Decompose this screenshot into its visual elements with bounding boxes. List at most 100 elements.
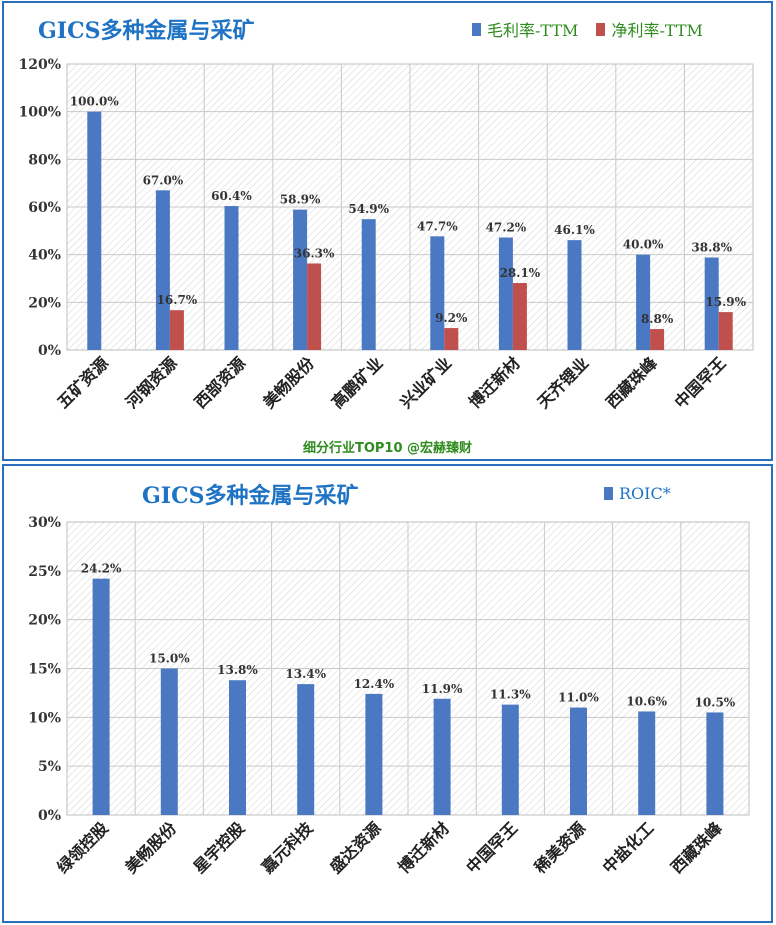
legend-label: ROIC* [619,484,671,503]
data-label: 11.9% [422,682,463,696]
bar [229,680,246,815]
bar [650,329,665,350]
y-tick-label: 30% [28,515,61,531]
y-tick-label: 5% [38,759,61,775]
chart-legend: 毛利率-TTM 净利率-TTM [472,17,721,41]
data-label: 100.0% [70,95,120,109]
data-label: 11.3% [490,688,531,702]
bar [307,263,322,350]
x-tick-label: 稀美资源 [531,818,590,877]
x-tick-label: 河钢资源 [122,353,181,412]
bar [224,206,239,350]
data-label: 11.0% [558,691,599,705]
data-label: 54.9% [348,202,389,216]
bar [365,693,383,815]
bar [430,236,445,350]
margin-bar-chart: 0% 20% 40% 60% 80% 100% 120% 100.0% 67.0% 60.4% 58… [18,57,754,412]
data-label: 9.2% [435,311,468,325]
data-label: 47.2% [486,221,527,235]
x-tick-label: 星宇控股 [190,818,249,877]
roic-panel: GICS多种金属与采矿 ROIC* 0% 5% 10% 15% 20% 25% 30% 24.… [2,464,773,923]
bar [567,240,582,350]
x-tick-label: 西部资源 [191,353,250,412]
legend-swatch-red [596,22,606,36]
y-tick-label: 100% [18,105,61,121]
data-label: 58.9% [280,193,321,207]
chart-legend: ROIC* [604,484,689,503]
legend-swatch-blue [604,487,613,500]
bar [293,209,308,350]
x-tick-label: 五矿资源 [53,353,112,412]
x-tick-label: 兴业矿业 [396,353,455,412]
data-label: 28.1% [500,266,541,280]
roic-bar-chart: 0% 5% 10% 15% 20% 25% 30% 24.2% 15.0% 13.8% 13.4% 1… [28,515,750,878]
chart-footer-source: 细分行业TOP10 @宏赫臻财 [302,441,473,456]
bar [169,310,184,350]
bar [87,111,102,351]
data-label: 24.2% [81,562,122,576]
plot-border [66,63,754,351]
bar [433,698,451,815]
chart-title: GICS多种金属与采矿 [142,483,359,509]
x-tick-label: 博迁新材 [465,353,524,412]
bar [636,254,651,350]
y-tick-label: 80% [28,152,61,168]
data-label: 13.4% [285,667,326,681]
y-tick-label: 0% [38,343,61,359]
data-label: 16.7% [157,293,198,307]
data-label: 60.4% [211,189,252,203]
y-tick-label: 0% [38,808,61,824]
bar [512,283,527,350]
bar [638,711,656,815]
bar [498,237,513,350]
data-label: 38.8% [691,241,732,255]
y-tick-label: 120% [18,57,61,73]
data-label: 46.1% [554,223,595,237]
y-tick-label: 20% [28,613,61,629]
data-label: 10.6% [626,694,667,708]
x-tick-label: 高鹏矿业 [328,353,387,412]
x-tick-label: 绿领控股 [53,818,112,877]
bar [297,684,315,815]
data-label: 13.8% [217,663,258,677]
legend-item-net-margin: 净利率-TTM [596,17,703,41]
x-tick-label: 美畅股份 [121,818,180,877]
y-tick-label: 60% [28,200,61,216]
bar [570,707,587,815]
gross-net-margin-panel: GICS多种金属与采矿 毛利率-TTM 净利率-TTM 0% 20% 40% 60% 8… [2,1,773,461]
x-tick-label: 西藏珠峰 [667,818,726,877]
x-tick-label: 天齐锂业 [534,353,593,412]
data-label: 67.0% [143,173,184,187]
bar [155,190,170,350]
plot-border [66,521,750,816]
bar [160,668,178,815]
bar [92,578,110,815]
bar [718,312,733,350]
data-label: 15.9% [705,295,746,309]
x-tick-label: 美畅股份 [259,353,318,412]
legend-item-gross-margin: 毛利率-TTM [472,17,578,41]
x-tick-label: 盛达资源 [326,818,385,877]
data-label: 36.3% [294,246,335,260]
legend-label: 净利率-TTM [611,21,703,40]
y-tick-label: 25% [28,564,61,580]
data-label: 12.4% [354,677,395,691]
legend-swatch-blue [472,22,481,36]
data-label: 47.7% [417,219,458,233]
data-label: 10.5% [695,695,736,709]
x-tick-label: 嘉元科技 [257,818,317,878]
x-tick-label: 中国罕王 [671,353,730,412]
data-label: 40.0% [623,238,664,252]
legend-label: 毛利率-TTM [487,21,579,40]
x-tick-label: 博迁新材 [394,818,453,877]
bar [361,219,376,350]
bar [704,257,719,350]
x-tick-label: 中盐化工 [599,818,658,877]
x-tick-label: 中国罕王 [462,818,521,877]
bar [501,704,519,815]
legend-item-roic: ROIC* [604,484,671,503]
chart-title: GICS多种金属与采矿 [38,18,255,44]
y-tick-label: 15% [28,662,61,678]
data-label: 15.0% [149,652,190,666]
bar [706,712,724,815]
